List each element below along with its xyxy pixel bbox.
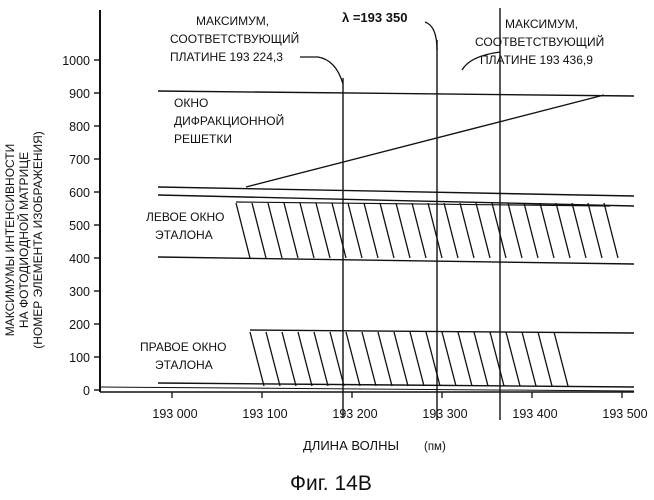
hatch-stroke	[508, 203, 522, 258]
left-peak-label-line2: СООТВЕТСТВУЮЩИЙ	[170, 31, 299, 46]
hatch-stroke	[554, 332, 568, 386]
hatch-stroke	[604, 203, 618, 258]
hatch-stroke	[250, 332, 264, 386]
hatch-stroke	[474, 332, 488, 386]
right-etalon-floor-line	[100, 387, 634, 391]
hatch-stroke	[236, 203, 250, 258]
hatch-stroke	[298, 332, 312, 386]
x-tick-label: 193 300	[422, 407, 467, 421]
y-axis-label-line3: (НОМЕР ЭЛЕМЕНТА ИЗОБРАЖЕНИЯ)	[31, 131, 45, 349]
hatch-stroke	[378, 332, 392, 386]
hatch-stroke	[348, 203, 362, 258]
grating-window-label-line1: ОКНО	[174, 96, 208, 110]
x-tick-label: 193 100	[242, 407, 287, 421]
x-tick-label: 193 500	[602, 407, 647, 421]
y-tick-label: 800	[69, 120, 90, 134]
y-axis-label-line2: НА ФОТОДИОДНОЙ МАТРИЦЕ	[16, 152, 31, 328]
left-etalon-label-line2: ЭТАЛОНА	[155, 228, 213, 242]
hatch-stroke	[396, 203, 410, 258]
right-etalon-label-line1: ПРАВОЕ ОКНО	[140, 340, 226, 354]
hatch-stroke	[492, 203, 506, 258]
grating-window-label-line2: ДИФРАКЦИОННОЙ	[174, 113, 284, 128]
hatch-stroke	[572, 203, 586, 258]
hatch-stroke	[410, 332, 424, 386]
hatch-stroke	[300, 203, 314, 258]
left-etalon-bottom-line	[158, 257, 634, 264]
right-peak-label-line2: СООТВЕТСТВУЮЩИЙ	[475, 34, 604, 49]
right-etalon-hatching	[250, 332, 568, 386]
left-peak-label-line3: ПЛАТИНЕ 193 224,3	[170, 50, 283, 64]
y-tick-label: 700	[69, 153, 90, 167]
y-tick-label: 200	[69, 318, 90, 332]
hatch-stroke	[442, 332, 456, 386]
x-tick-label: 193 200	[332, 407, 377, 421]
left-etalon-label-line1: ЛЕВОЕ ОКНО	[146, 210, 224, 224]
hatch-stroke	[268, 203, 282, 258]
hatch-stroke	[556, 203, 570, 258]
hatch-stroke	[330, 332, 344, 386]
hatch-stroke	[588, 203, 602, 258]
hatch-stroke	[252, 203, 266, 258]
y-axis-label: МАКСИМУМЫ ИНТЕНСИВНОСТИ НА ФОТОДИОДНОЙ М…	[3, 131, 45, 349]
hatch-stroke	[282, 332, 296, 386]
right-etalon-label-line2: ЭТАЛОНА	[155, 358, 213, 372]
hatch-stroke	[394, 332, 408, 386]
hatch-stroke	[476, 203, 490, 258]
right-peak-label-line3: ПЛАТИНЕ 193 436,9	[480, 53, 593, 67]
y-tick-label: 500	[69, 219, 90, 233]
hatch-stroke	[266, 332, 280, 386]
figure-caption: Фиг. 14В	[290, 472, 372, 495]
hatch-stroke	[332, 203, 346, 258]
hatch-stroke	[490, 332, 504, 386]
y-tick-label: 1000	[62, 54, 90, 68]
hatch-stroke	[426, 332, 440, 386]
left-peak-leader	[300, 57, 343, 84]
y-axis-label-line1: МАКСИМУМЫ ИНТЕНСИВНОСТИ	[3, 144, 17, 337]
hatch-stroke	[362, 332, 376, 386]
hatch-stroke	[346, 332, 360, 386]
hatch-stroke	[364, 203, 378, 258]
hatch-stroke	[524, 203, 538, 258]
hatch-stroke	[540, 203, 554, 258]
left-peak-label-line1: МАКСИМУМ,	[196, 14, 269, 28]
grating-window-bottom-line	[158, 187, 634, 196]
hatch-stroke	[428, 203, 442, 258]
hatch-stroke	[314, 332, 328, 386]
hatch-stroke	[460, 203, 474, 258]
lambda-leader	[425, 22, 437, 50]
right-etalon-bottom-line	[158, 383, 634, 387]
grating-window-ramp-line	[246, 95, 604, 187]
hatch-stroke	[538, 332, 552, 386]
hatch-stroke	[412, 203, 426, 258]
hatch-stroke	[380, 203, 394, 258]
hatch-stroke	[444, 203, 458, 258]
hatch-stroke	[522, 332, 536, 386]
y-tick-label: 400	[69, 252, 90, 266]
hatch-stroke	[506, 332, 520, 386]
x-axis-ticks: 193 000 193 100 193 200 193 300 193 400 193 5…	[152, 392, 654, 421]
left-etalon-hatching	[236, 203, 618, 258]
lambda-label: λ =193 350	[342, 10, 407, 25]
grating-window-label-line3: РЕШЕТКИ	[174, 132, 232, 146]
grating-window-top-line	[158, 91, 634, 96]
x-axis-unit: (пм)	[424, 441, 446, 453]
y-tick-label: 900	[69, 87, 90, 101]
x-tick-label: 193 000	[152, 407, 197, 421]
y-tick-label: 0	[83, 384, 90, 398]
y-axis-ticks: 0 100 200 300 400 500 600 700 800 900 1000	[62, 54, 100, 398]
y-tick-label: 100	[69, 351, 90, 365]
right-peak-label-line1: МАКСИМУМ,	[505, 17, 578, 31]
hatch-stroke	[316, 203, 330, 258]
x-axis-title: ДЛИНА ВОЛНЫ	[303, 438, 399, 453]
hatch-stroke	[284, 203, 298, 258]
hatch-stroke	[458, 332, 472, 386]
y-tick-label: 600	[69, 186, 90, 200]
x-tick-label: 193 400	[512, 407, 557, 421]
y-tick-label: 300	[69, 285, 90, 299]
